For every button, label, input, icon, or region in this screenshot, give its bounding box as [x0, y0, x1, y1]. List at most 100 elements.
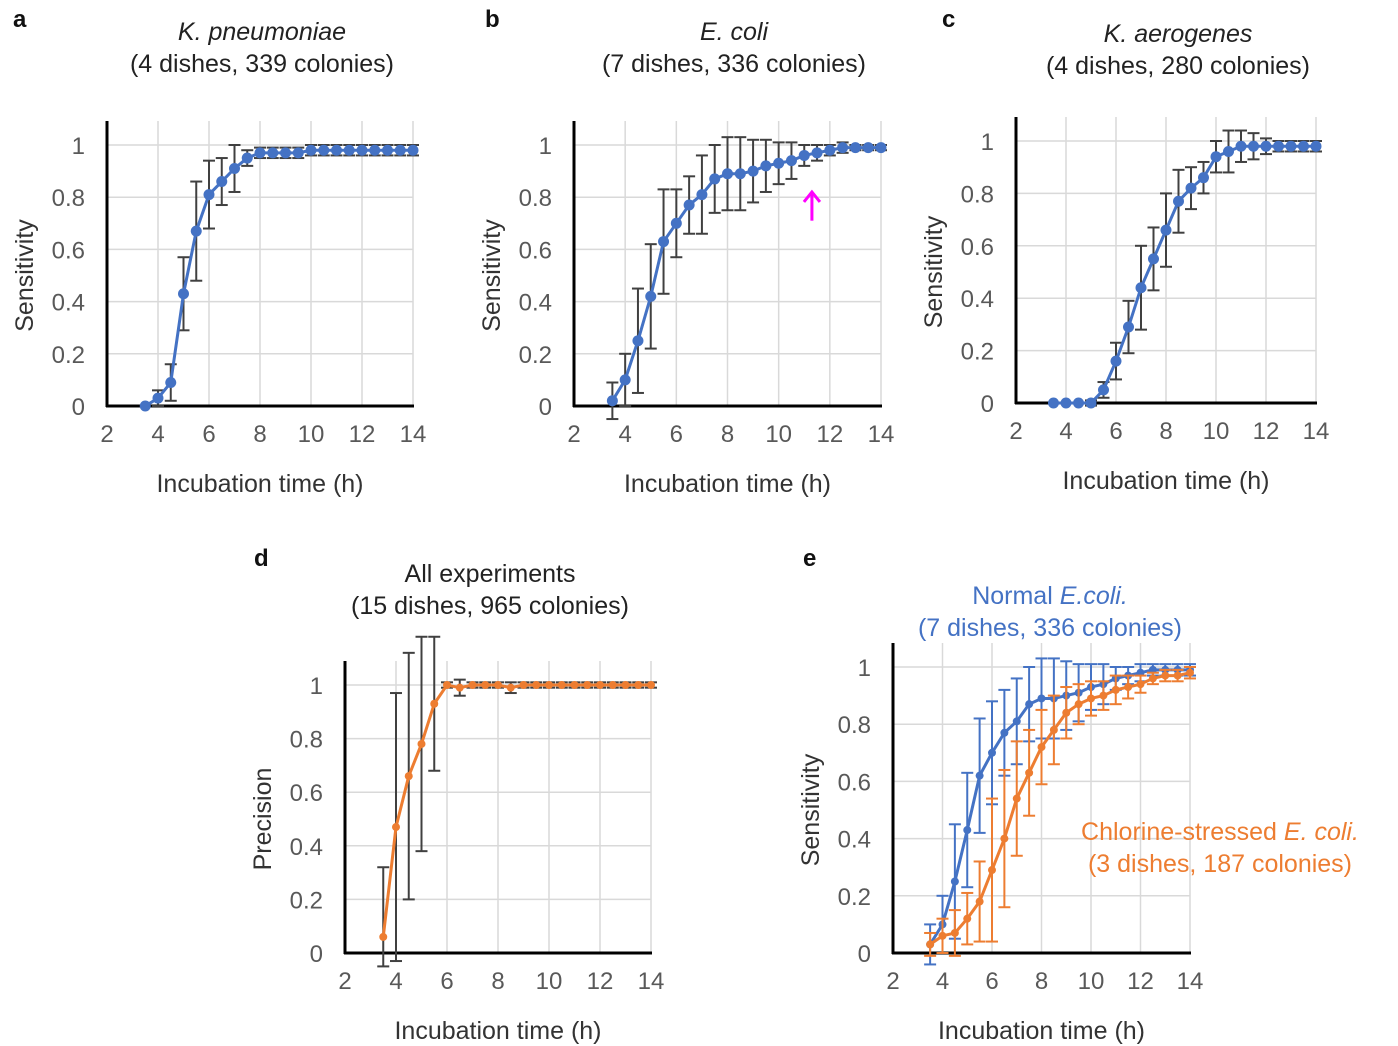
data-point — [1000, 728, 1009, 737]
annotation-normal-ecoli: Normal E.coli. (7 dishes, 336 colonies) — [880, 580, 1220, 644]
x-tick-label: 14 — [400, 421, 427, 448]
x-tick-label: 2 — [886, 968, 899, 995]
data-point — [619, 374, 631, 386]
x-axis-label: Incubation time (h) — [1062, 467, 1269, 495]
y-axis-label: Precision — [249, 768, 277, 871]
y-tick-label: 0.4 — [52, 290, 85, 317]
y-tick-label: 0.2 — [519, 342, 552, 369]
data-point — [1037, 743, 1046, 752]
series-line — [381, 683, 651, 938]
data-point — [455, 683, 464, 692]
data-point — [1148, 674, 1157, 683]
y-tick-label: 0 — [72, 394, 85, 421]
x-tick-label: 8 — [1159, 418, 1172, 445]
series-0 — [139, 144, 419, 412]
x-tick-label: 4 — [389, 968, 402, 995]
data-point — [519, 681, 528, 689]
data-point — [1223, 145, 1234, 157]
data-point — [950, 877, 959, 886]
data-point — [1135, 282, 1147, 294]
data-point — [1260, 140, 1272, 152]
chart-svg-c: 2 4 6 8 10 12 14 0 0.2 0.4 0.6 0.8 1 Incubation time … — [920, 117, 1329, 495]
data-point — [178, 288, 189, 300]
data-point — [608, 681, 617, 689]
data-point — [292, 147, 304, 159]
y-tick-label: 0.6 — [838, 769, 871, 796]
data-point — [1060, 397, 1072, 409]
x-tick-label: 12 — [349, 421, 376, 448]
data-point — [975, 897, 984, 906]
data-point — [785, 155, 797, 167]
y-tick-label: 0.2 — [961, 339, 994, 366]
x-tick-label: 10 — [1203, 418, 1230, 445]
y-tick-label: 0 — [858, 941, 871, 968]
title-species-c: K. aerogenes — [1103, 20, 1253, 48]
data-point — [683, 199, 695, 211]
data-point — [532, 681, 541, 689]
data-point — [988, 748, 996, 757]
data-point — [392, 823, 400, 832]
data-point — [1161, 671, 1170, 680]
title-counts-b: (7 dishes, 336 colonies) — [601, 50, 867, 78]
title-counts-d: (15 dishes, 965 colonies) — [351, 592, 629, 620]
data-point — [849, 142, 861, 154]
data-point — [443, 681, 451, 689]
y-tick-label: 0.6 — [290, 780, 323, 807]
data-point — [152, 392, 164, 404]
chart-svg-b: 2 4 6 8 10 12 14 0 0.2 0.4 0.6 0.8 1 Incubation time … — [478, 121, 894, 498]
panel-label-e: e — [803, 545, 817, 572]
data-point — [875, 142, 887, 154]
data-point — [696, 189, 708, 201]
data-point — [926, 940, 935, 949]
data-point — [139, 400, 151, 412]
data-point — [798, 149, 810, 161]
data-point — [1248, 140, 1259, 152]
x-tick-label: 4 — [151, 421, 164, 448]
chart-svg-a: 2 4 6 8 10 12 14 0 0.2 0.4 0.6 0.8 1 Incubation time … — [11, 121, 427, 498]
y-axis-label: Sensitivity — [478, 219, 506, 332]
data-point — [1173, 671, 1182, 680]
data-point — [1012, 794, 1021, 803]
annotation-stressed-counts: (3 dishes, 187 colonies) — [1087, 850, 1353, 878]
data-point — [280, 147, 291, 159]
data-point — [734, 168, 746, 180]
data-point — [773, 157, 785, 169]
y-tick-label: 0.2 — [52, 342, 85, 369]
y-tick-label: 0 — [981, 391, 994, 418]
chart-panel-a: 2 4 6 8 10 12 14 0 0.2 0.4 0.6 0.8 1 Incubation time … — [0, 0, 460, 520]
x-axis-label: Incubation time (h) — [394, 1017, 601, 1045]
data-point — [1124, 683, 1133, 692]
y-tick-label: 0.2 — [290, 887, 323, 914]
series-line — [144, 148, 413, 408]
data-point — [430, 699, 439, 708]
x-axis-label: Incubation time (h) — [624, 470, 831, 498]
y-tick-label: 0.8 — [290, 727, 323, 754]
data-point — [494, 681, 502, 689]
data-point — [1160, 224, 1172, 236]
x-tick-label: 2 — [100, 421, 113, 448]
data-point — [216, 176, 228, 188]
data-point — [1235, 140, 1247, 152]
data-point — [1049, 725, 1058, 734]
data-point — [570, 681, 579, 689]
y-tick-label: 0.4 — [838, 827, 871, 854]
chart-title-b: E. coli (7 dishes, 336 colonies) — [564, 16, 904, 80]
chart-title-a: K. pneumoniae (4 dishes, 339 colonies) — [92, 16, 432, 80]
data-point — [1185, 182, 1197, 194]
data-point — [382, 144, 393, 156]
data-point — [963, 826, 972, 835]
data-point — [975, 771, 984, 780]
data-point — [1037, 694, 1046, 703]
data-point — [331, 144, 342, 156]
data-point — [468, 681, 477, 689]
y-tick-label: 1 — [981, 129, 994, 156]
series-line — [611, 146, 881, 402]
data-point — [606, 395, 618, 407]
panel-label-d: d — [254, 545, 269, 572]
data-point — [647, 681, 655, 689]
data-point — [305, 144, 317, 156]
chart-panel-b: 2 4 6 8 10 12 14 0 0.2 0.4 0.6 0.8 1 Incubation time … — [0, 0, 920, 520]
data-point — [1073, 397, 1084, 409]
data-point — [1012, 717, 1021, 726]
y-tick-label: 1 — [858, 655, 871, 682]
